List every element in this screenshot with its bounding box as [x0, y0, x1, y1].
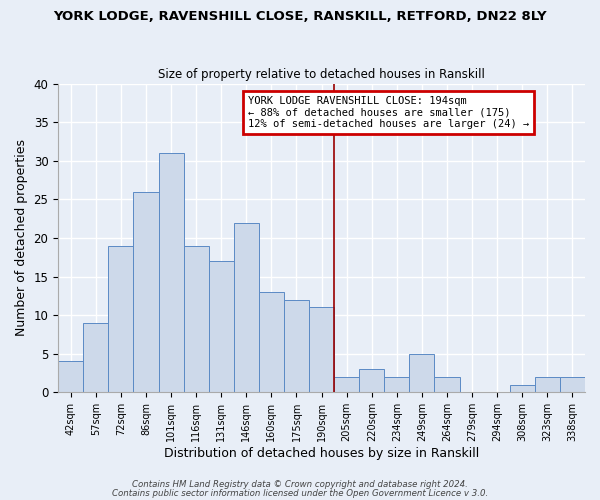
Bar [334, 377, 359, 392]
Bar [284, 300, 309, 392]
Bar [58, 362, 83, 392]
Bar [83, 323, 109, 392]
Bar [109, 246, 133, 392]
Title: Size of property relative to detached houses in Ranskill: Size of property relative to detached ho… [158, 68, 485, 81]
Bar [510, 384, 535, 392]
Bar [409, 354, 434, 393]
Bar [234, 222, 259, 392]
Bar [560, 377, 585, 392]
Bar [384, 377, 409, 392]
Text: YORK LODGE RAVENSHILL CLOSE: 194sqm
← 88% of detached houses are smaller (175)
1: YORK LODGE RAVENSHILL CLOSE: 194sqm ← 88… [248, 96, 529, 129]
Text: YORK LODGE, RAVENSHILL CLOSE, RANSKILL, RETFORD, DN22 8LY: YORK LODGE, RAVENSHILL CLOSE, RANSKILL, … [53, 10, 547, 23]
Bar [309, 308, 334, 392]
Bar [359, 369, 384, 392]
Y-axis label: Number of detached properties: Number of detached properties [15, 140, 28, 336]
Bar [209, 261, 234, 392]
Bar [158, 153, 184, 392]
Bar [535, 377, 560, 392]
Text: Contains HM Land Registry data © Crown copyright and database right 2024.: Contains HM Land Registry data © Crown c… [132, 480, 468, 489]
Bar [184, 246, 209, 392]
Text: Contains public sector information licensed under the Open Government Licence v : Contains public sector information licen… [112, 488, 488, 498]
X-axis label: Distribution of detached houses by size in Ranskill: Distribution of detached houses by size … [164, 447, 479, 460]
Bar [133, 192, 158, 392]
Bar [259, 292, 284, 392]
Bar [434, 377, 460, 392]
